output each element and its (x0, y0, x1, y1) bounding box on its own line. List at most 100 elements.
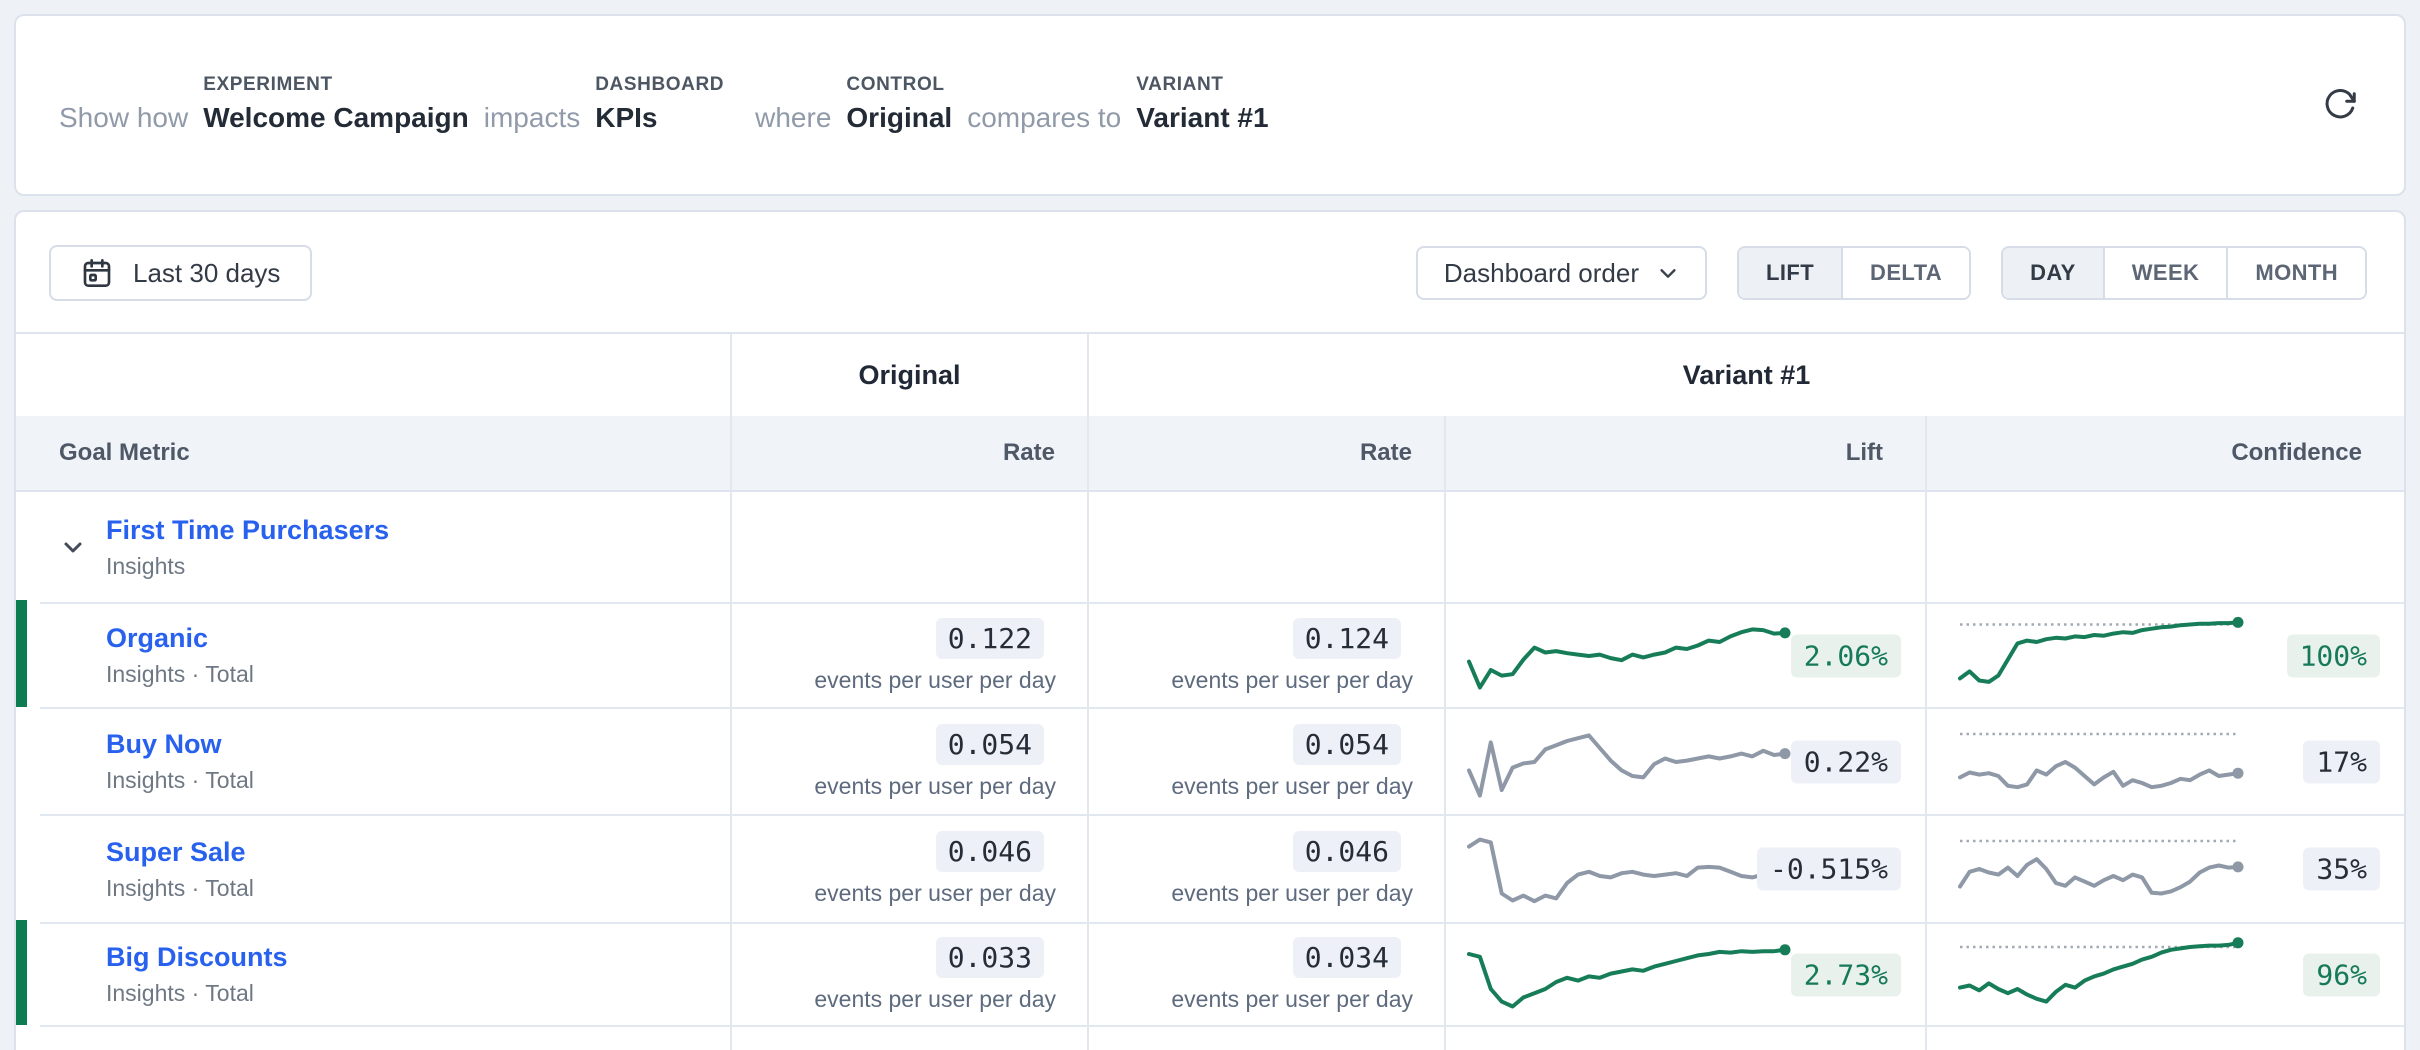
granularity-toggle: DAY WEEK MONTH (2001, 246, 2367, 300)
rate-value: 0.122 (935, 617, 1044, 659)
confidence-cell: 17% (1925, 707, 2404, 814)
rate-unit: events per user per day (814, 666, 1056, 693)
table-row: Super Sale Insights · Total 0.046 events… (16, 814, 2404, 922)
empty-cell (730, 492, 1087, 602)
rate-value: 0.054 (935, 723, 1044, 765)
empty-cell (730, 1025, 1087, 1050)
lift-value: 2.73% (1790, 953, 1901, 996)
variant-rate-cell: 0.124 events per user per day (1087, 602, 1444, 707)
empty-cell (1925, 492, 2404, 602)
toggle-week[interactable]: WEEK (2102, 248, 2227, 298)
lift-sparkline (1462, 827, 1792, 911)
goal-metric-cell: Big Discounts Insights · Total (16, 922, 730, 1025)
refresh-button[interactable] (2322, 87, 2358, 123)
confidence-sparkline (1953, 827, 2245, 911)
metric-subtitle: Insights · Total (106, 980, 254, 1006)
rate-value: 0.034 (1292, 936, 1401, 978)
variant-value: Variant #1 (1136, 102, 1269, 133)
rate-value: 0.124 (1292, 617, 1401, 659)
goal-metric-cell (16, 1025, 730, 1050)
refresh-icon (2322, 87, 2358, 123)
empty-cell (1087, 492, 1444, 602)
dashboard-picker[interactable]: DASHBOARD KPIs (595, 74, 724, 136)
empty-cell (1087, 1025, 1444, 1050)
metrics-table: Original Variant #1 Goal Metric Rate Rat… (16, 332, 2404, 1050)
table-row: Organic Insights · Total 0.122 events pe… (16, 600, 2404, 707)
dashboard-order-button[interactable]: Dashboard order (1415, 246, 1707, 300)
collapse-chevron-icon[interactable] (60, 534, 86, 560)
dashboard-order-label: Dashboard order (1443, 257, 1639, 288)
sentence-show-how: Show how (59, 102, 189, 133)
confidence-cell: 100% (1925, 602, 2404, 707)
lift-value: -0.515% (1756, 847, 1901, 891)
table-group-header-row: Original Variant #1 (16, 334, 2404, 416)
original-rate-cell: 0.054 events per user per day (730, 707, 1087, 814)
lift-delta-toggle: LIFT DELTA (1737, 246, 1972, 300)
empty-cell (1925, 1025, 2404, 1050)
calendar-icon (81, 257, 113, 289)
experiment-label: EXPERIMENT (203, 74, 333, 95)
table-row: Buy Now Insights · Total 0.054 events pe… (16, 707, 2404, 814)
rate-unit: events per user per day (1171, 666, 1413, 693)
metric-subtitle: Insights · Total (106, 661, 254, 687)
metric-link[interactable]: Buy Now (106, 729, 222, 759)
variant-picker[interactable]: VARIANT Variant #1 (1136, 74, 1268, 136)
metric-subtitle: Insights · Total (106, 767, 254, 793)
goal-metric-cell: Buy Now Insights · Total (16, 707, 730, 814)
original-rate-cell: 0.046 events per user per day (730, 814, 1087, 922)
rate-unit: events per user per day (1171, 772, 1413, 799)
confidence-cell: 35% (1925, 814, 2404, 922)
column-header-rate-variant: Rate (1087, 416, 1444, 490)
rate-unit: events per user per day (814, 772, 1056, 799)
metric-link[interactable]: First Time Purchasers (106, 514, 390, 545)
control-value: Original (846, 102, 953, 133)
column-header-lift: Lift (1444, 416, 1925, 490)
control-label: CONTROL (846, 74, 945, 95)
rate-value: 0.046 (1292, 831, 1401, 872)
confidence-value: 17% (2303, 740, 2380, 783)
metric-link[interactable]: Super Sale (106, 836, 246, 867)
toggle-lift[interactable]: LIFT (1739, 248, 1842, 298)
original-rate-cell: 0.033 events per user per day (730, 922, 1087, 1025)
experiment-value: Welcome Campaign (203, 102, 469, 133)
lift-sparkline (1462, 614, 1792, 698)
column-header-goal-metric: Goal Metric (59, 439, 190, 466)
goal-metric-cell: First Time Purchasers Insights (16, 492, 730, 602)
variant-label: VARIANT (1136, 74, 1224, 95)
rate-unit: events per user per day (1171, 985, 1413, 1012)
chevron-down-icon (1657, 262, 1679, 284)
column-header-rate-control: Rate (730, 416, 1087, 490)
confidence-sparkline (1953, 614, 2245, 698)
control-picker[interactable]: CONTROL Original (846, 74, 952, 136)
lift-value: 2.06% (1790, 634, 1901, 677)
toggle-day[interactable]: DAY (2003, 248, 2103, 298)
dashboard-label: DASHBOARD (595, 74, 725, 95)
lift-cell: -0.515% (1444, 814, 1925, 922)
dashboard-value: KPIs (595, 102, 658, 133)
variant-rate-cell: 0.054 events per user per day (1087, 707, 1444, 814)
lift-cell: 2.73% (1444, 922, 1925, 1025)
experiment-picker[interactable]: EXPERIMENT Welcome Campaign (203, 74, 469, 136)
group-header-variant: Variant #1 (1087, 334, 2404, 416)
confidence-value: 96% (2303, 953, 2380, 996)
lift-cell: 2.06% (1444, 602, 1925, 707)
rate-unit: events per user per day (814, 880, 1056, 906)
group-header-empty (16, 334, 730, 416)
toggle-delta[interactable]: DELTA (1841, 248, 1970, 298)
metric-link[interactable]: Big Discounts (106, 942, 288, 972)
variant-rate-cell: 0.046 events per user per day (1087, 814, 1444, 922)
sentence-where: where (755, 102, 832, 133)
toggle-month[interactable]: MONTH (2226, 248, 2365, 298)
date-range-button[interactable]: Last 30 days (49, 245, 313, 301)
table-row: Big Discounts Insights · Total 0.033 eve… (16, 920, 2404, 1025)
table-column-header-row: Goal Metric Rate Rate Lift Confidence (16, 416, 2404, 492)
goal-metric-cell: Organic Insights · Total (16, 602, 730, 707)
rate-value: 0.033 (935, 936, 1044, 978)
group-header-control: Original (730, 334, 1087, 416)
confidence-sparkline (1953, 720, 2245, 804)
confidence-value: 35% (2303, 847, 2380, 891)
metric-link[interactable]: Organic (106, 623, 209, 653)
date-range-label: Last 30 days (133, 257, 281, 288)
dashboard-toolbar: Last 30 days Dashboard order LIFT DELTA … (16, 212, 2404, 301)
toolbar-right-group: Dashboard order LIFT DELTA DAY WEEK MONT… (1415, 246, 2367, 300)
